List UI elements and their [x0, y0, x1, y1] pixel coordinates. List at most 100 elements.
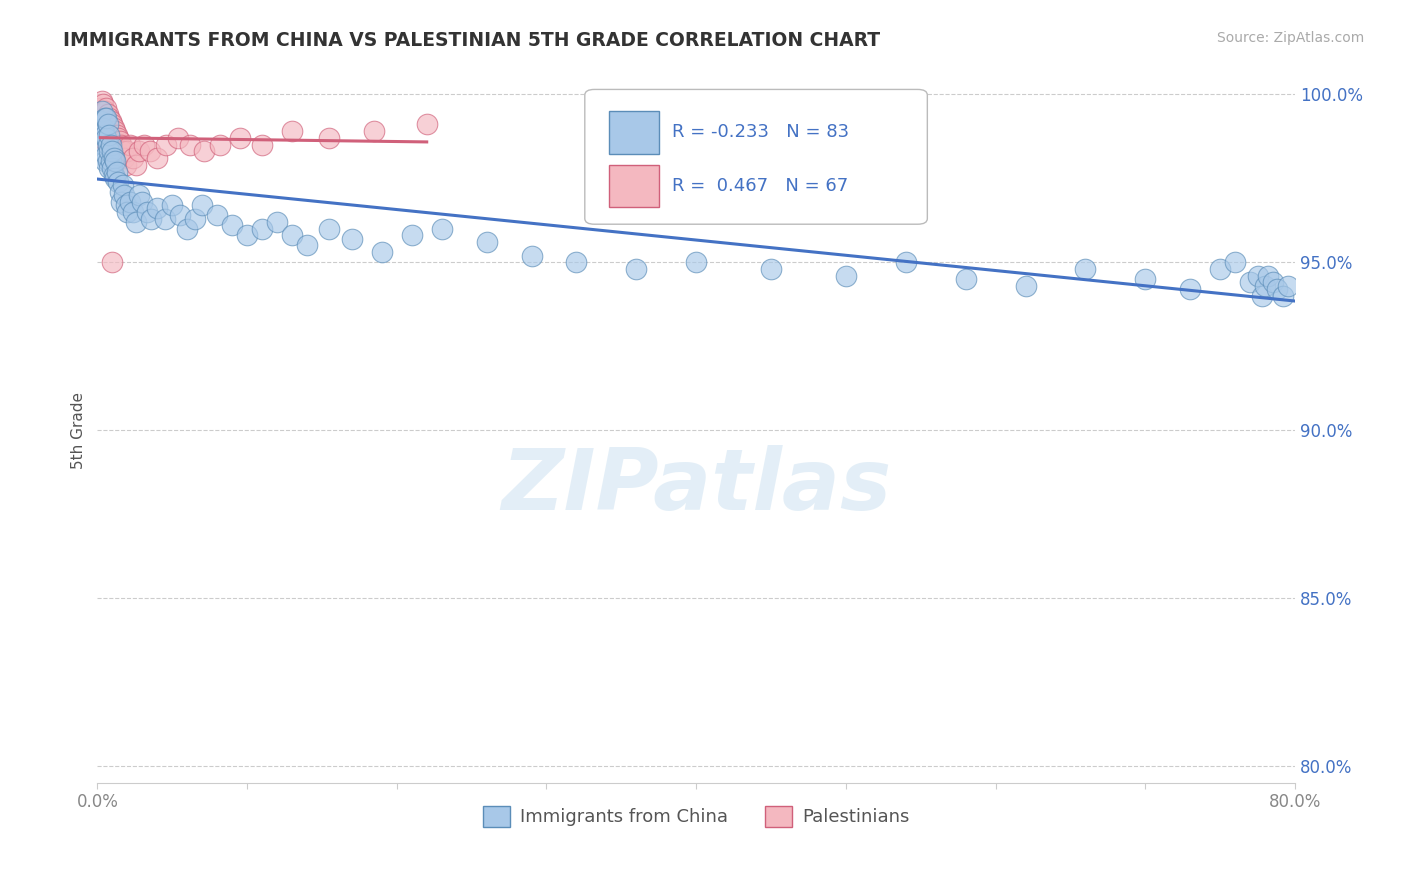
- Point: [250, 221, 273, 235]
- Point: [122, 204, 145, 219]
- Point: [120, 137, 142, 152]
- Point: [98, 141, 121, 155]
- Point: [1272, 289, 1295, 303]
- Point: [117, 204, 139, 219]
- Point: [101, 255, 124, 269]
- Point: [318, 131, 340, 145]
- Point: [98, 111, 121, 125]
- Point: [96, 147, 118, 161]
- Point: [98, 128, 121, 142]
- Point: [363, 124, 385, 138]
- Point: [1180, 282, 1202, 296]
- Text: Source: ZipAtlas.com: Source: ZipAtlas.com: [1216, 31, 1364, 45]
- Point: [1265, 282, 1288, 296]
- Point: [520, 248, 543, 262]
- Point: [90, 107, 112, 121]
- Point: [120, 194, 142, 209]
- Point: [205, 208, 228, 222]
- Point: [281, 124, 304, 138]
- Point: [101, 145, 124, 159]
- Point: [90, 111, 112, 125]
- Point: [401, 228, 423, 243]
- Point: [100, 154, 122, 169]
- Point: [155, 137, 177, 152]
- Point: [91, 118, 114, 132]
- Point: [759, 262, 782, 277]
- Point: [1135, 272, 1157, 286]
- Text: R = -0.233   N = 83: R = -0.233 N = 83: [672, 123, 849, 142]
- Point: [104, 124, 127, 138]
- Point: [97, 128, 120, 142]
- Y-axis label: 5th Grade: 5th Grade: [72, 392, 86, 468]
- FancyBboxPatch shape: [585, 89, 928, 224]
- Point: [1246, 268, 1268, 283]
- Point: [209, 137, 232, 152]
- Text: IMMIGRANTS FROM CHINA VS PALESTINIAN 5TH GRADE CORRELATION CHART: IMMIGRANTS FROM CHINA VS PALESTINIAN 5TH…: [63, 31, 880, 50]
- Point: [101, 147, 124, 161]
- Point: [108, 151, 131, 165]
- Point: [626, 262, 648, 277]
- Point: [125, 158, 148, 172]
- Point: [110, 194, 132, 209]
- Point: [89, 101, 111, 115]
- Point: [94, 134, 117, 148]
- Point: [94, 103, 117, 118]
- Point: [104, 171, 127, 186]
- Point: [128, 188, 150, 202]
- Point: [91, 137, 114, 152]
- Point: [475, 235, 498, 249]
- Point: [90, 103, 112, 118]
- Text: ZIPatlas: ZIPatlas: [501, 445, 891, 528]
- Point: [97, 118, 120, 132]
- Point: [101, 161, 124, 176]
- Point: [221, 219, 243, 233]
- Point: [91, 97, 114, 112]
- Point: [193, 145, 215, 159]
- Point: [107, 175, 129, 189]
- Point: [1014, 278, 1036, 293]
- Point: [176, 221, 198, 235]
- Point: [565, 255, 588, 269]
- Point: [98, 145, 121, 159]
- Point: [955, 272, 977, 286]
- Point: [117, 145, 139, 159]
- Point: [250, 137, 273, 152]
- Point: [1209, 262, 1232, 277]
- Point: [894, 255, 917, 269]
- Point: [146, 202, 169, 216]
- Point: [100, 145, 122, 159]
- Point: [371, 245, 394, 260]
- Point: [114, 158, 136, 172]
- FancyBboxPatch shape: [609, 112, 659, 153]
- Point: [89, 120, 111, 135]
- Point: [1257, 268, 1279, 283]
- Point: [1074, 262, 1097, 277]
- Point: [97, 137, 120, 152]
- Point: [122, 151, 145, 165]
- Point: [103, 168, 125, 182]
- Point: [103, 151, 125, 165]
- Point: [107, 131, 129, 145]
- Point: [94, 128, 117, 142]
- Point: [103, 120, 125, 135]
- Point: [96, 111, 118, 125]
- Point: [97, 154, 120, 169]
- Point: [94, 154, 117, 169]
- Point: [100, 128, 122, 142]
- Point: [94, 111, 117, 125]
- Point: [108, 185, 131, 199]
- Point: [236, 228, 259, 243]
- Point: [107, 147, 129, 161]
- Point: [295, 238, 318, 252]
- Point: [110, 137, 132, 152]
- Point: [111, 145, 134, 159]
- Point: [96, 101, 118, 115]
- Point: [96, 120, 118, 135]
- Point: [146, 151, 169, 165]
- Point: [89, 114, 111, 128]
- Point: [415, 118, 437, 132]
- Point: [108, 134, 131, 148]
- Point: [835, 268, 858, 283]
- Point: [98, 131, 121, 145]
- Point: [97, 137, 120, 152]
